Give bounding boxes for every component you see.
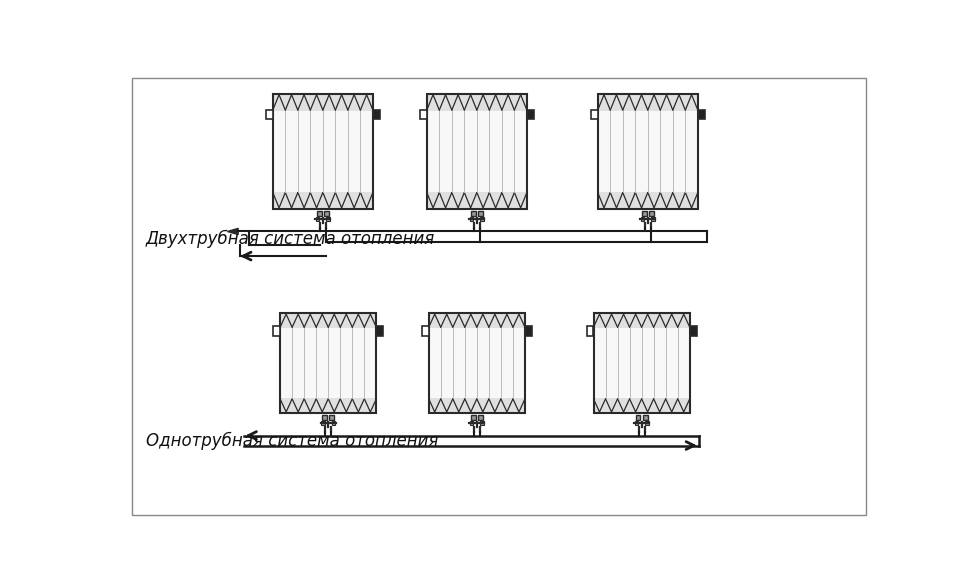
Bar (586, 326, 593, 336)
Bar (598, 192, 697, 209)
Bar (642, 211, 647, 216)
Bar (326, 217, 330, 221)
Bar (316, 217, 319, 221)
Bar (652, 217, 655, 221)
Bar (429, 313, 525, 413)
Bar (598, 93, 697, 111)
Bar (593, 313, 690, 413)
Bar (478, 211, 483, 216)
Bar (273, 93, 373, 209)
Bar (317, 211, 321, 216)
Bar (636, 414, 641, 420)
Bar (273, 93, 373, 111)
Text: Двухтрубная система отопления: Двухтрубная система отопления (146, 230, 435, 248)
Bar (635, 421, 638, 425)
Bar (469, 217, 473, 221)
Text: Однотрубная система отопления: Однотрубная система отопления (146, 431, 438, 450)
Bar (427, 93, 527, 209)
Bar (480, 421, 484, 425)
Bar (281, 313, 376, 328)
Bar (427, 93, 527, 209)
Bar (273, 93, 373, 209)
Bar (643, 414, 648, 420)
Bar (641, 217, 645, 221)
Bar (273, 192, 373, 209)
Bar (427, 192, 527, 209)
Bar (266, 110, 273, 119)
Bar (422, 326, 429, 336)
Bar (281, 313, 376, 413)
Bar (427, 93, 527, 111)
Bar (527, 110, 534, 119)
Bar (690, 326, 696, 336)
Bar (470, 211, 475, 216)
Bar (281, 313, 376, 413)
Bar (332, 421, 335, 425)
Bar (324, 211, 329, 216)
Bar (429, 398, 525, 413)
Bar (321, 421, 324, 425)
Bar (322, 414, 327, 420)
Bar (429, 313, 525, 328)
Bar (525, 326, 532, 336)
Bar (593, 398, 690, 413)
Polygon shape (227, 228, 239, 235)
Bar (593, 313, 690, 328)
Bar (649, 211, 654, 216)
Bar (645, 421, 649, 425)
Bar (376, 326, 384, 336)
Bar (420, 110, 427, 119)
Bar (329, 414, 334, 420)
Bar (598, 93, 697, 209)
Bar (470, 414, 475, 420)
Bar (478, 414, 483, 420)
Bar (598, 93, 697, 209)
Bar (697, 110, 705, 119)
Bar (273, 326, 281, 336)
Bar (429, 313, 525, 413)
Bar (593, 313, 690, 413)
Bar (591, 110, 598, 119)
Bar (373, 110, 380, 119)
Bar (469, 421, 473, 425)
Bar (281, 398, 376, 413)
Bar (480, 217, 484, 221)
